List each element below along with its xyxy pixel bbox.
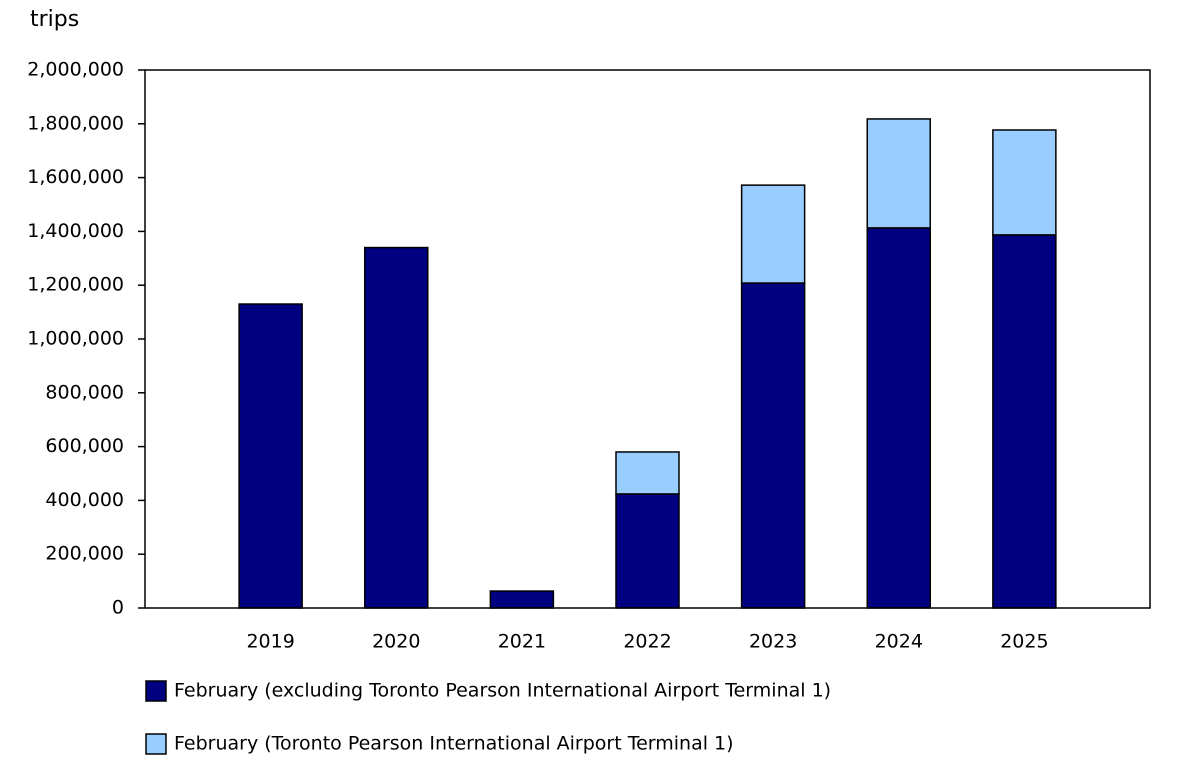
legend-swatch [145, 733, 167, 755]
bar [615, 493, 680, 609]
x-tick-label: 2025 [1000, 631, 1048, 653]
y-tick-label: 0 [112, 597, 124, 619]
x-tick-label: 2019 [246, 631, 294, 653]
bar [238, 303, 303, 609]
bar [740, 282, 806, 609]
x-tick-label: 2022 [623, 631, 671, 653]
x-tick-label: 2024 [875, 631, 923, 653]
bar [866, 227, 931, 609]
y-axis-title: trips [30, 7, 79, 32]
y-tick-label: 1,800,000 [27, 112, 124, 134]
y-tick-label: 1,600,000 [27, 166, 124, 188]
y-tick-label: 2,000,000 [27, 59, 124, 81]
plot-frame [144, 69, 1151, 609]
bar [866, 118, 931, 229]
bar [364, 246, 429, 609]
x-tick-label: 2020 [372, 631, 420, 653]
legend-label: February (Toronto Pearson International … [174, 733, 734, 755]
y-tick-label: 400,000 [45, 489, 124, 511]
bar [615, 451, 680, 495]
bar [489, 590, 555, 609]
x-tick-label: 2021 [498, 631, 546, 653]
y-tick-label: 200,000 [45, 543, 124, 565]
y-tick-label: 1,200,000 [27, 274, 124, 296]
y-tick-label: 1,000,000 [27, 328, 124, 350]
y-tick-label: 1,400,000 [27, 220, 124, 242]
x-tick-label: 2023 [749, 631, 797, 653]
y-tick-label: 600,000 [45, 435, 124, 457]
bar [992, 129, 1057, 236]
legend-swatch [145, 680, 167, 702]
bar [740, 184, 806, 284]
legend-label: February (excluding Toronto Pearson Inte… [174, 680, 831, 702]
y-tick-label: 800,000 [45, 381, 124, 403]
bar [992, 234, 1057, 609]
